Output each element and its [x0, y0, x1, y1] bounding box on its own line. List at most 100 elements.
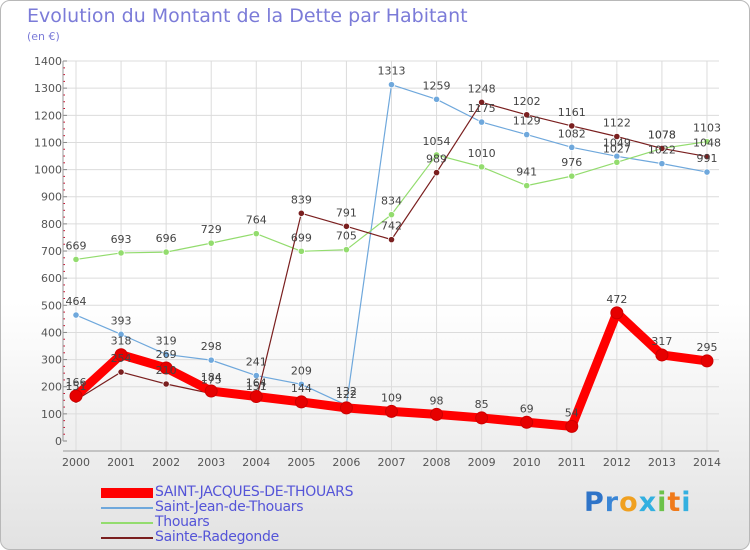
y-tick-label: 1100	[34, 136, 62, 149]
data-label: 317	[651, 335, 672, 348]
data-point	[114, 348, 128, 362]
chart-title: Evolution du Montant de la Dette par Hab…	[27, 5, 468, 27]
legend-swatch	[101, 521, 153, 524]
data-point	[478, 163, 486, 171]
data-point	[207, 356, 215, 364]
data-point	[387, 211, 396, 219]
data-point	[297, 380, 305, 388]
data-label: 1161	[558, 106, 586, 119]
data-label: 54	[565, 406, 579, 419]
data-point	[432, 151, 441, 159]
data-label: 151	[246, 380, 267, 393]
data-label: 98	[430, 394, 444, 407]
data-label: 472	[606, 293, 627, 306]
data-label: 742	[381, 220, 402, 233]
data-point	[117, 330, 125, 338]
data-label: 669	[66, 239, 87, 252]
data-label: 1048	[693, 137, 721, 150]
data-point	[69, 389, 83, 403]
x-tick-label: 2003	[197, 456, 225, 469]
data-point	[565, 419, 579, 433]
legend-label: Thouars	[155, 514, 210, 530]
data-point	[252, 230, 260, 238]
y-tick-label: 400	[41, 326, 62, 339]
y-tick-label: 0	[55, 435, 62, 448]
logo-letter: P	[584, 487, 605, 518]
legend-label: Sainte-Radegonde	[155, 529, 279, 545]
data-label: 1054	[423, 135, 451, 148]
legend-item: Saint-Jean-de-Thouars	[101, 499, 401, 515]
x-tick-label: 2013	[648, 456, 676, 469]
data-point	[658, 144, 666, 153]
data-point	[384, 404, 398, 418]
data-label: 1049	[603, 136, 631, 149]
data-point	[655, 348, 669, 362]
legend-item: Sainte-Radegonde	[101, 529, 401, 545]
data-label: 1248	[468, 82, 496, 95]
y-tick-label: 500	[41, 299, 62, 312]
data-point	[703, 138, 711, 146]
data-point	[475, 411, 489, 425]
x-tick-label: 2001	[107, 456, 135, 469]
proxiti-logo: Proxiti	[584, 487, 692, 518]
data-label: 1027	[603, 142, 631, 155]
data-label: 209	[291, 364, 312, 377]
data-point	[523, 182, 531, 190]
data-point	[297, 247, 305, 255]
data-label: 834	[381, 195, 402, 208]
data-label: 85	[475, 398, 489, 411]
logo-letter: x	[638, 487, 658, 518]
y-tick-label: 900	[41, 191, 62, 204]
data-point	[72, 311, 80, 319]
data-label: 1010	[468, 147, 496, 160]
data-label: 1259	[423, 79, 451, 92]
data-label: 1122	[603, 116, 631, 129]
data-label: 1022	[648, 144, 676, 157]
data-label: 109	[381, 391, 402, 404]
data-point	[432, 95, 441, 103]
x-tick-label: 2011	[558, 456, 586, 469]
data-point	[204, 384, 218, 398]
data-label: 705	[336, 230, 357, 243]
data-point	[117, 249, 125, 257]
data-point	[207, 239, 215, 247]
data-point	[568, 143, 576, 151]
data-label: 1175	[468, 102, 496, 115]
data-label: 319	[156, 334, 177, 347]
chart-subtitle: (en €)	[27, 30, 60, 43]
x-tick-label: 2002	[152, 456, 180, 469]
data-point	[432, 168, 441, 177]
data-point	[703, 168, 711, 176]
data-label: 764	[246, 214, 267, 227]
data-point	[342, 222, 351, 230]
data-label: 254	[111, 352, 132, 365]
data-label: 151	[66, 380, 87, 393]
data-label: 1313	[377, 65, 405, 78]
data-point	[387, 236, 396, 244]
logo-letter: t	[667, 487, 682, 518]
y-tick-label: 700	[41, 245, 62, 258]
data-point	[159, 361, 173, 375]
data-label: 941	[516, 166, 537, 179]
data-point	[162, 380, 170, 388]
y-tick-label: 1200	[34, 109, 62, 122]
data-label: 1082	[558, 127, 586, 140]
y-tick-label: 1300	[34, 82, 62, 95]
y-tick-label: 1000	[34, 164, 62, 177]
x-tick-label: 2014	[693, 456, 721, 469]
data-label: 184	[201, 371, 222, 384]
data-point	[658, 160, 666, 168]
data-point	[568, 122, 576, 130]
logo-letter: i	[657, 487, 668, 518]
logo-letter: o	[619, 487, 639, 518]
data-label: 210	[156, 364, 177, 377]
legend-item: SAINT-JACQUES-DE-THOUARS	[101, 484, 401, 500]
data-label: 295	[696, 341, 717, 354]
legend-label: Saint-Jean-de-Thouars	[155, 499, 304, 515]
data-label: 132	[336, 385, 357, 398]
data-label: 241	[246, 356, 267, 369]
data-point	[249, 389, 263, 403]
legend-swatch	[101, 536, 153, 539]
data-point	[339, 401, 353, 415]
